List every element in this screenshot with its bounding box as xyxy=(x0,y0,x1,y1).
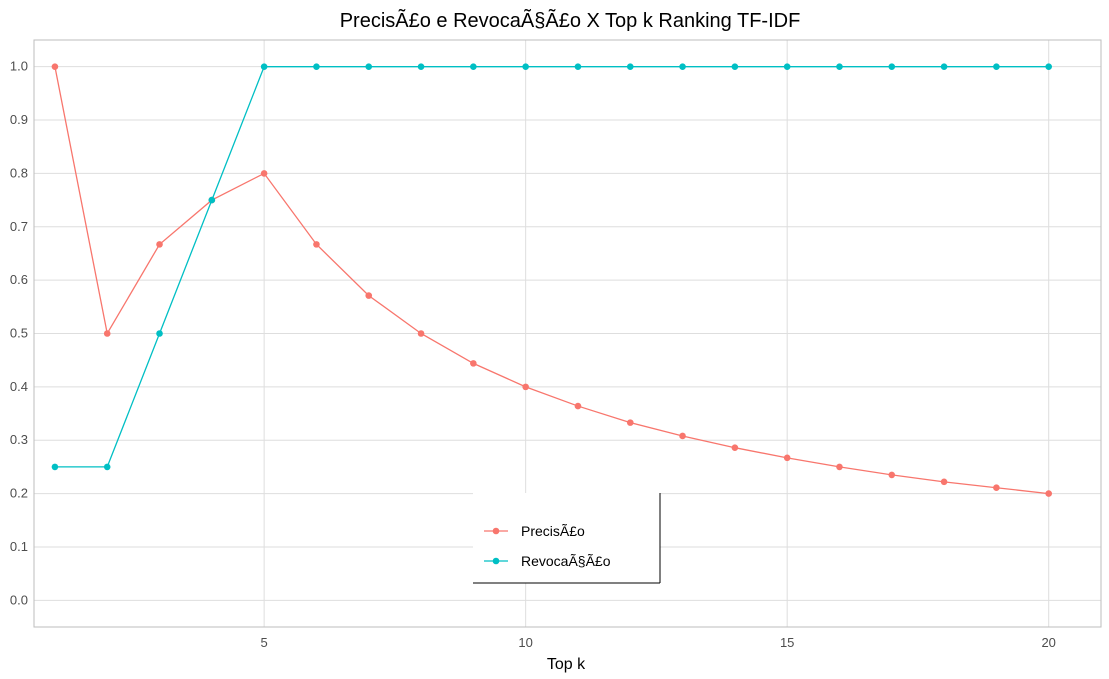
data-point xyxy=(103,463,111,471)
data-point xyxy=(836,463,843,471)
y-tick-label: 0.1 xyxy=(10,539,28,554)
data-point xyxy=(522,63,529,70)
legend-background xyxy=(473,493,660,583)
data-point xyxy=(470,360,477,367)
x-tick-label: 5 xyxy=(261,635,268,650)
y-axis-tick-labels: 0.0 0.1 0.2 0.3 0.4 0.5 0.6 0.7 0.8 0.9 1.0 xyxy=(10,59,28,608)
data-point xyxy=(156,241,163,248)
data-point xyxy=(574,402,582,410)
x-tick-label: 20 xyxy=(1041,635,1055,650)
legend-label: PrecisÃ£o xyxy=(521,523,585,539)
legend: PrecisÃ£o RevocaÃ§Ã£o xyxy=(473,493,661,584)
data-point xyxy=(993,63,1000,70)
data-point xyxy=(679,63,686,70)
y-tick-label: 0.0 xyxy=(10,592,28,607)
data-point xyxy=(626,63,634,70)
data-point xyxy=(313,241,320,248)
chart-title: PrecisÃ£o e RevocaÃ§Ã£o X Top k Ranking … xyxy=(340,8,801,32)
plot-panel-border xyxy=(33,39,1102,628)
data-point xyxy=(783,63,791,70)
data-point xyxy=(103,330,111,337)
data-point xyxy=(470,63,477,70)
data-point xyxy=(1045,63,1052,70)
x-axis-tick-labels: 5 10 15 20 xyxy=(261,635,1056,650)
data-point xyxy=(208,196,216,204)
y-tick-label: 0.3 xyxy=(10,432,28,447)
data-series xyxy=(51,63,1052,497)
series-line xyxy=(54,66,1049,468)
data-point xyxy=(1045,490,1052,497)
data-point xyxy=(51,63,59,70)
x-axis-title: Top k xyxy=(547,656,586,673)
series-recall xyxy=(51,63,1052,471)
legend-key xyxy=(484,527,508,535)
data-point xyxy=(260,170,268,177)
data-point xyxy=(940,478,948,486)
data-point xyxy=(574,63,582,70)
data-point xyxy=(731,63,739,70)
data-point xyxy=(417,63,425,70)
y-tick-label: 0.7 xyxy=(10,219,28,234)
y-tick-label: 0.9 xyxy=(10,112,28,127)
data-point xyxy=(51,463,59,471)
legend-key xyxy=(484,557,508,565)
data-point xyxy=(365,63,373,70)
y-tick-label: 0.5 xyxy=(10,326,28,341)
data-point xyxy=(365,292,373,299)
y-tick-label: 0.8 xyxy=(10,165,28,180)
data-point xyxy=(260,63,268,70)
y-tick-label: 1.0 xyxy=(10,59,28,74)
data-point xyxy=(993,484,1000,492)
data-point xyxy=(888,471,896,479)
data-point xyxy=(156,330,163,337)
data-point xyxy=(731,444,739,451)
data-point xyxy=(836,63,843,70)
data-point xyxy=(679,432,686,440)
data-point xyxy=(940,63,948,70)
y-tick-label: 0.2 xyxy=(10,486,28,501)
legend-label: RevocaÃ§Ã£o xyxy=(521,553,611,569)
data-point xyxy=(888,63,896,70)
series-line xyxy=(54,66,1049,495)
y-tick-label: 0.6 xyxy=(10,272,28,287)
y-tick-label: 0.4 xyxy=(10,379,28,394)
data-point xyxy=(626,419,634,426)
data-point xyxy=(783,454,791,462)
data-point xyxy=(417,330,425,337)
data-point xyxy=(313,63,320,70)
data-point xyxy=(522,383,529,391)
x-tick-label: 15 xyxy=(780,635,794,650)
x-tick-label: 10 xyxy=(518,635,532,650)
